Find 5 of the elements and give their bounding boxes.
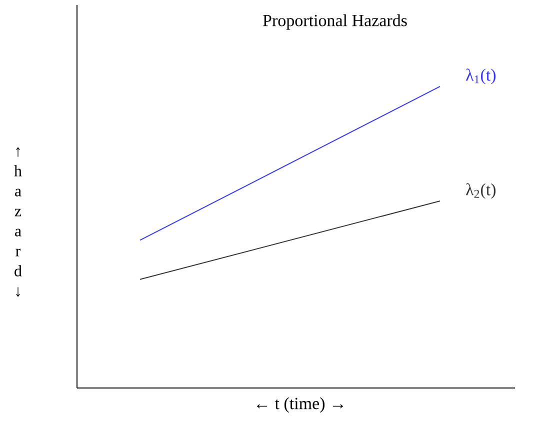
x-axis-title: ← t (time) → [256, 397, 344, 413]
chart-title: Proportional Hazards [263, 14, 407, 30]
series-label: λ$_{1}$(t) [466, 68, 496, 84]
series-label: λ$_{2}$(t) [466, 183, 496, 199]
y-axis-title: ↑ h a z a r d ↓ [14, 147, 22, 297]
